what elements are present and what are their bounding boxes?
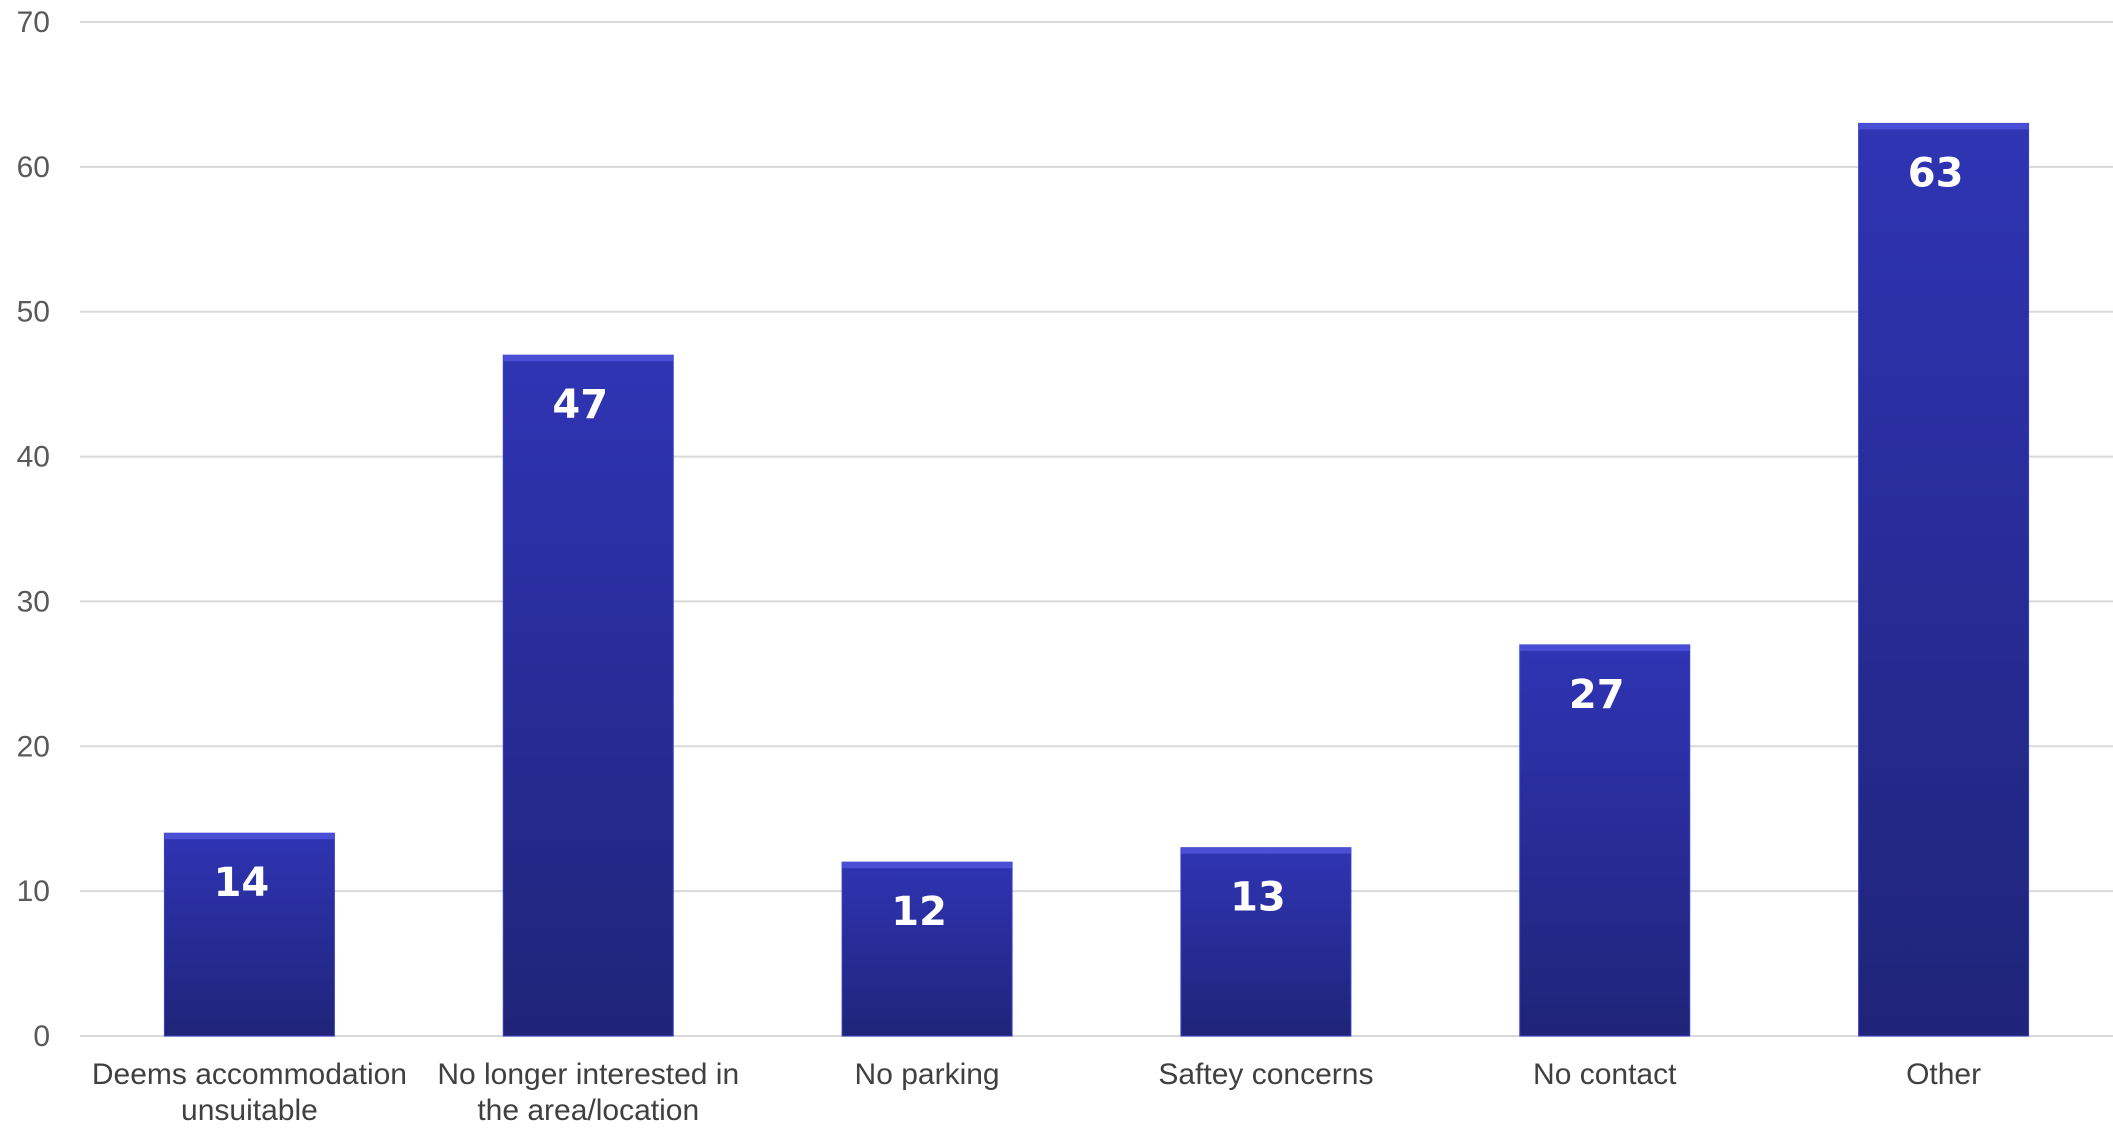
data-labels: 14 47 12 13 27 63 — [214, 150, 1964, 935]
x-category-label: Saftey concerns — [1158, 1058, 1373, 1091]
bar — [1519, 644, 1691, 1037]
y-tick-label: 60 — [17, 151, 50, 184]
bar — [1180, 847, 1352, 1037]
y-tick-label: 50 — [17, 296, 50, 329]
bar-top-bevel — [503, 355, 674, 362]
y-tick-label: 0 — [33, 1020, 50, 1053]
x-category-label: Other — [1906, 1058, 1981, 1091]
bar-top-bevel — [1180, 847, 1351, 854]
bar-top-bevel — [1519, 644, 1690, 651]
bar — [502, 354, 674, 1037]
data-label: 27 — [1569, 672, 1625, 718]
data-label: 14 — [214, 860, 270, 906]
x-category-label: No parking — [855, 1058, 1000, 1091]
bar-top-bevel — [1858, 123, 2029, 130]
x-category-label: No longer interested in — [437, 1058, 739, 1091]
y-tick-label: 30 — [17, 585, 50, 618]
y-axis-tick-labels: 0 10 20 30 40 50 60 70 — [17, 6, 50, 1053]
y-tick-label: 20 — [17, 730, 50, 763]
bar — [163, 832, 335, 1037]
gridlines — [80, 21, 2113, 1037]
x-category-label: unsuitable — [181, 1094, 318, 1127]
x-category-label: Deems accommodation — [92, 1058, 407, 1091]
data-label: 13 — [1230, 875, 1286, 921]
data-label: 47 — [552, 382, 608, 428]
bar-top-bevel — [164, 833, 335, 840]
bar — [841, 861, 1013, 1037]
data-label: 12 — [891, 889, 947, 935]
y-tick-label: 40 — [17, 441, 50, 474]
y-tick-label: 10 — [17, 875, 50, 908]
data-label: 63 — [1908, 150, 1964, 196]
bars — [163, 122, 2030, 1037]
bar — [1858, 122, 2030, 1037]
bar-top-bevel — [842, 862, 1013, 869]
y-tick-label: 70 — [17, 6, 50, 39]
x-category-label: No contact — [1533, 1058, 1677, 1091]
x-category-label: the area/location — [477, 1094, 699, 1127]
